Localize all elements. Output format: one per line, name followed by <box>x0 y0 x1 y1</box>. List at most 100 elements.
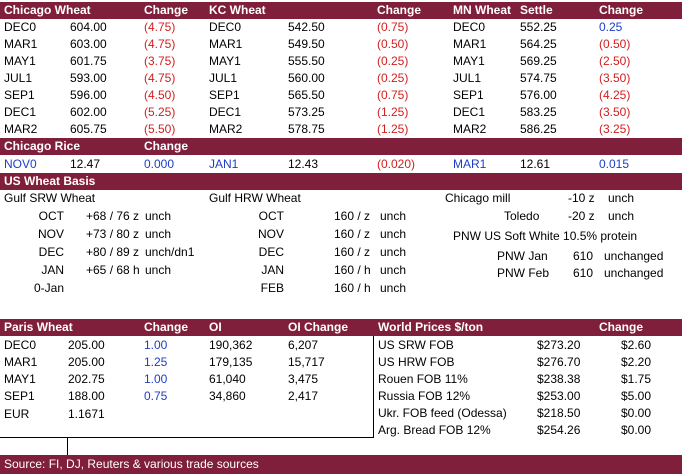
paris-oi-header: OI <box>209 320 222 334</box>
mn-change: (2.50) <box>599 54 631 68</box>
kc-price: 555.50 <box>288 54 325 68</box>
world-price-value: $273.20 <box>537 338 581 352</box>
srw-basis-value: +65 / 68 h <box>86 263 140 277</box>
paris-price: 205.00 <box>68 355 105 369</box>
pnw-feb-status: unchanged <box>604 266 664 280</box>
mn-change: 0.25 <box>599 20 623 34</box>
settle-header: Settle <box>520 3 553 17</box>
mn-change: (0.50) <box>599 37 631 51</box>
chicago-month: MAY1 <box>4 54 36 68</box>
paris-oi: 34,860 <box>209 389 246 403</box>
chicago-month: SEP1 <box>4 88 35 102</box>
paris-header-bar <box>0 319 682 336</box>
kc-change-header: Change <box>377 3 422 17</box>
kc-price: 549.50 <box>288 37 325 51</box>
hrw-basis-status: unch <box>380 281 407 295</box>
paris-month: SEP1 <box>4 389 35 403</box>
source-text: Source: FI, DJ, Reuters & various trade … <box>4 457 259 471</box>
hrw-month: OCT <box>258 209 284 223</box>
gulf-srw-label: Gulf SRW Wheat <box>4 191 96 205</box>
rice-change-3: 0.015 <box>599 157 630 171</box>
paris-month: DEC0 <box>4 338 37 352</box>
kc-price: 565.50 <box>288 88 325 102</box>
chicago-mill-label: Chicago mill <box>445 191 511 205</box>
rice-change-1: 0.000 <box>144 157 175 171</box>
srw-month: 0-Jan <box>33 281 64 295</box>
paris-change: 1.00 <box>144 372 168 386</box>
chicago-price: 602.00 <box>70 105 107 119</box>
srw-basis-value: +80 / 89 z <box>86 245 140 259</box>
world-price-change: $2.20 <box>621 355 652 369</box>
pnw-jan-value: 610 <box>573 249 594 263</box>
chicago-month: JUL1 <box>4 71 33 85</box>
world-price-change: $0.00 <box>621 406 652 420</box>
paris-oi-change: 6,207 <box>288 338 319 352</box>
chicago-month: DEC0 <box>4 20 37 34</box>
world-price-change: $0.00 <box>621 423 652 437</box>
srw-basis-status: unch <box>145 263 172 277</box>
paris-oi: 179,135 <box>209 355 253 369</box>
mn-price: 574.75 <box>520 71 557 85</box>
mn-change: (3.50) <box>599 71 631 85</box>
kc-change: (0.50) <box>377 37 409 51</box>
rice-month-3: MAR1 <box>453 157 487 171</box>
futures-header-bar <box>0 2 682 19</box>
pnw-feb-label: PNW Feb <box>497 266 550 280</box>
kc-month: SEP1 <box>209 88 240 102</box>
chicago-price: 605.75 <box>70 122 107 136</box>
mn-price: 564.25 <box>520 37 557 51</box>
kc-change: (0.75) <box>377 20 409 34</box>
paris-price: 188.00 <box>68 389 105 403</box>
chicago-change-header: Change <box>144 3 189 17</box>
source-bar <box>0 455 682 474</box>
mn-change: (3.25) <box>599 122 631 136</box>
hrw-basis-value: 160 / h <box>334 281 371 295</box>
paris-month: MAR1 <box>4 355 38 369</box>
paris-price: 202.75 <box>68 372 105 386</box>
toledo-label: Toledo <box>504 209 540 223</box>
paris-oi-change-header: OI Change <box>288 320 349 334</box>
chicago-rice-label: Chicago Rice <box>4 139 81 153</box>
srw-basis-status: unch <box>145 227 172 241</box>
pnw-feb-value: 610 <box>573 266 594 280</box>
chicago-price: 603.00 <box>70 37 107 51</box>
basis-header-bar <box>0 173 682 190</box>
world-price-value: $238.38 <box>537 372 581 386</box>
paris-month: MAY1 <box>4 372 36 386</box>
chicago-price: 601.75 <box>70 54 107 68</box>
hrw-month: DEC <box>258 245 284 259</box>
us-wheat-basis-label: US Wheat Basis <box>4 174 96 188</box>
chicago-change: (4.75) <box>144 71 176 85</box>
srw-basis-value: +68 / 76 z <box>86 209 140 223</box>
world-price-name: US SRW FOB <box>378 338 454 352</box>
kc-month: DEC1 <box>209 105 242 119</box>
toledo-value: -20 z <box>568 209 595 223</box>
mn-wheat-label: MN Wheat <box>453 3 511 17</box>
paris-change: 1.25 <box>144 355 168 369</box>
kc-month: MAR2 <box>209 122 243 136</box>
kc-price: 560.00 <box>288 71 325 85</box>
toledo-status: unch <box>608 209 635 223</box>
kc-change: (0.25) <box>377 71 409 85</box>
chicago-change: (3.75) <box>144 54 176 68</box>
paris-change: 1.00 <box>144 338 168 352</box>
rice-month-1: NOV0 <box>4 157 37 171</box>
hrw-basis-value: 160 / h <box>334 263 371 277</box>
chicago-price: 596.00 <box>70 88 107 102</box>
rice-price-3: 12.61 <box>520 157 551 171</box>
paris-price: 205.00 <box>68 338 105 352</box>
world-change-header: Change <box>599 320 644 334</box>
chicago-price: 604.00 <box>70 20 107 34</box>
mn-month: MAR1 <box>453 37 487 51</box>
chicago-month: MAR1 <box>4 37 38 51</box>
hrw-month: NOV <box>257 227 284 241</box>
mn-price: 576.00 <box>520 88 557 102</box>
paris-change: 0.75 <box>144 389 168 403</box>
mn-month: MAY1 <box>453 54 485 68</box>
world-price-value: $254.26 <box>537 423 581 437</box>
eur-label: EUR <box>4 407 30 421</box>
hrw-basis-status: unch <box>380 209 407 223</box>
chicago-change: (4.75) <box>144 20 176 34</box>
srw-basis-status: unch <box>145 209 172 223</box>
paris-wheat-label: Paris Wheat <box>4 320 73 334</box>
